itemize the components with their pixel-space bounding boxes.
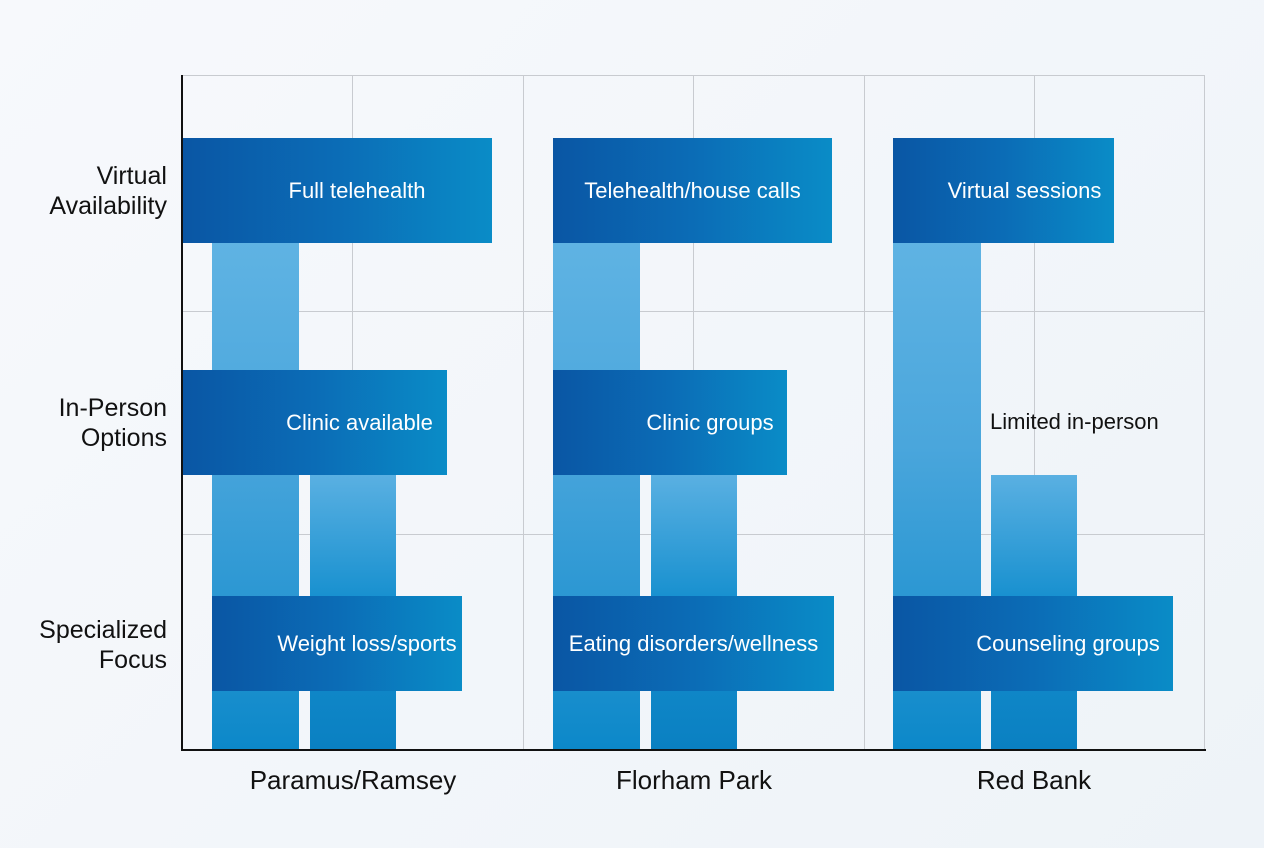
x-axis: [181, 749, 1206, 751]
x-label-redbank: Red Bank: [976, 765, 1092, 795]
gridline: [182, 311, 1205, 312]
bar-label: Clinic groups: [646, 409, 774, 435]
bar-paramus-inperson: Clinic available: [182, 370, 447, 475]
bar-florham-inperson: Clinic groups: [553, 370, 787, 475]
label-redbank-inperson: Limited in-person: [990, 409, 1159, 434]
x-label-florham: Florham Park: [615, 765, 773, 795]
bar-paramus-virtual: Full telehealth: [182, 138, 492, 243]
bar-florham-virtual: Telehealth/house calls: [553, 138, 832, 243]
bar-label: Telehealth/house calls: [584, 177, 801, 203]
gridline: [1204, 75, 1205, 750]
gridline: [523, 75, 524, 750]
gridline: [1034, 75, 1035, 750]
y-label-virtual: Virtual Availability: [49, 162, 167, 220]
bar-label: Virtual sessions: [947, 177, 1102, 203]
bar-redbank-virtual: Virtual sessions: [893, 138, 1114, 243]
bar-label: Clinic available: [286, 409, 433, 435]
bar-label: Counseling groups: [976, 630, 1160, 656]
y-label-specialized: Specialized Focus: [39, 616, 167, 674]
bar-paramus-specialized: Weight loss/sports: [212, 596, 462, 691]
bar-redbank-specialized: Counseling groups: [893, 596, 1173, 691]
y-axis: [181, 75, 183, 751]
x-label-paramus: Paramus/Ramsey: [249, 765, 457, 795]
bar-label: Full telehealth: [288, 177, 426, 203]
y-label-inperson: In-Person Options: [58, 394, 167, 452]
gridline: [182, 75, 1205, 76]
bar-florham-specialized: Eating disorders/wellness: [553, 596, 834, 691]
bar-label: Eating disorders/wellness: [568, 630, 819, 656]
gridline: [864, 75, 865, 750]
bar-label: Weight loss/sports: [277, 630, 457, 656]
